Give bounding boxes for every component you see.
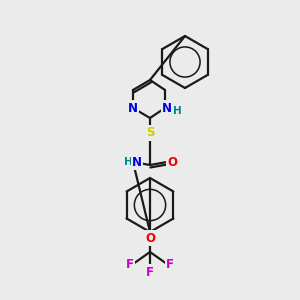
Text: N: N [162,101,172,115]
Text: S: S [146,127,154,140]
Text: N: N [132,155,142,169]
Text: O: O [145,232,155,244]
Text: F: F [146,266,154,278]
Text: H: H [124,157,132,167]
Text: F: F [166,257,174,271]
Text: F: F [126,257,134,271]
Text: H: H [172,106,182,116]
Text: O: O [167,155,177,169]
Text: N: N [128,101,138,115]
